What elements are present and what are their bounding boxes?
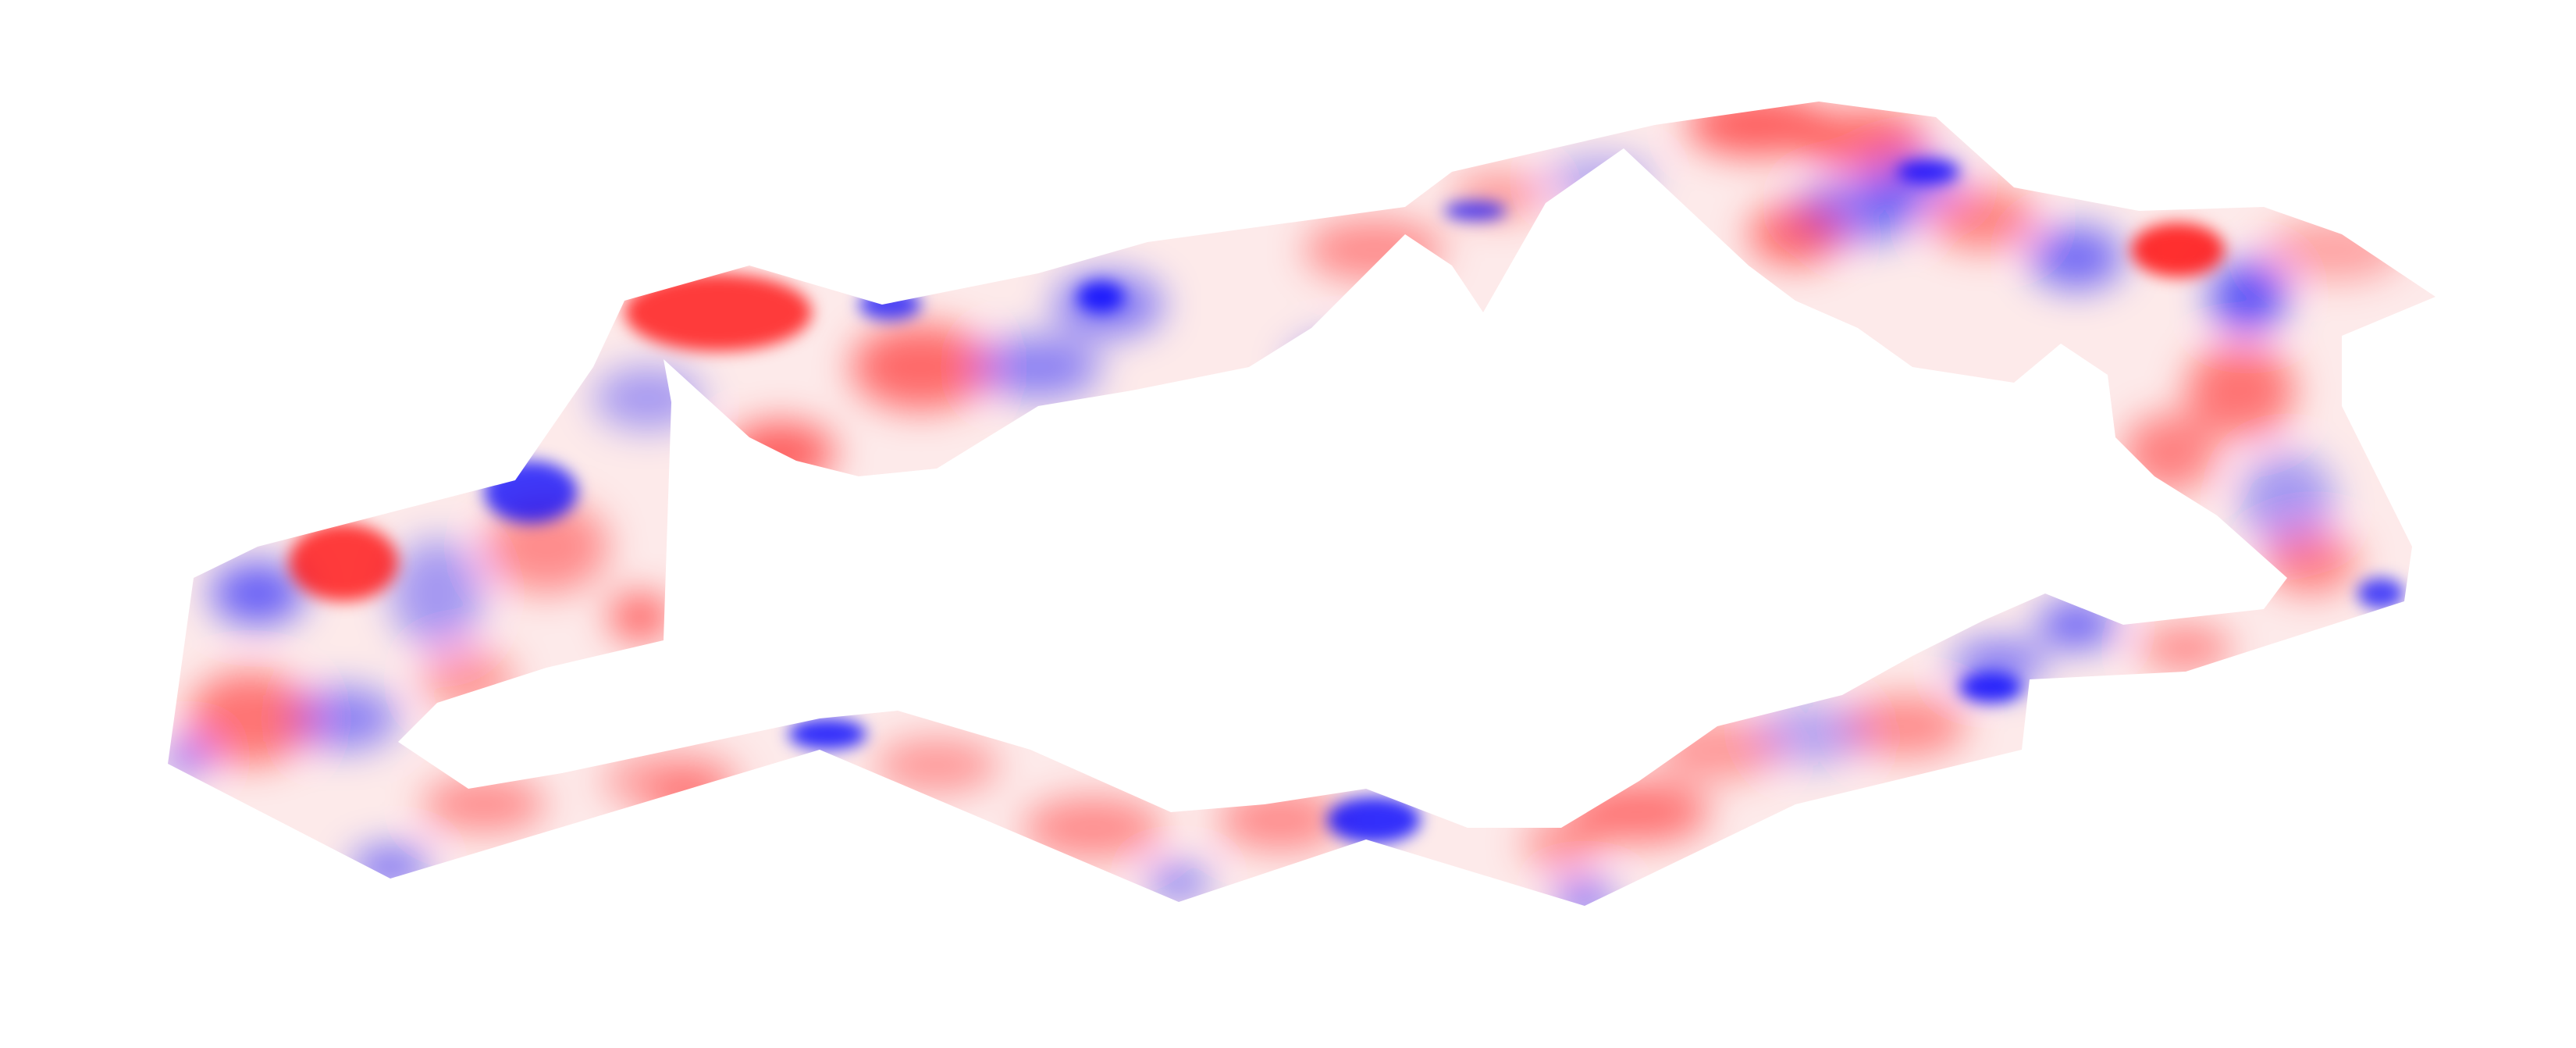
- negative-value-region: [2030, 226, 2123, 289]
- negative-value-region: [788, 718, 866, 750]
- positive-value-region: [1842, 695, 1967, 757]
- negative-value-region: [211, 562, 304, 625]
- negative-value-region: [1553, 882, 1616, 906]
- negative-value-region: [289, 687, 398, 750]
- positive-value-region: [1522, 816, 1600, 871]
- negative-value-region: [390, 539, 484, 648]
- negative-value-region: [1756, 703, 1866, 765]
- positive-value-region: [609, 594, 671, 640]
- positive-value-region: [2186, 344, 2295, 437]
- positive-value-region: [624, 273, 812, 351]
- negative-value-region: [168, 742, 211, 773]
- negative-value-region: [2357, 578, 2404, 609]
- negative-value-region: [2209, 262, 2287, 332]
- negative-value-region: [1897, 160, 1959, 184]
- surface-hot-spots: [289, 160, 2404, 843]
- positive-value-region: [2131, 223, 2225, 277]
- positive-value-region: [484, 500, 609, 594]
- negative-value-region: [1077, 281, 1124, 312]
- positive-value-region: [851, 324, 991, 410]
- positive-value-region: [289, 523, 398, 601]
- positive-value-region: [2264, 531, 2357, 594]
- negative-value-region: [1147, 867, 1210, 898]
- positive-value-region: [1928, 187, 2037, 250]
- negative-value-region: [1444, 201, 1507, 220]
- positive-value-region: [2139, 625, 2233, 672]
- positive-value-region: [1803, 109, 1928, 172]
- positive-value-region: [187, 672, 312, 765]
- negative-value-region: [2240, 453, 2334, 547]
- positive-value-region: [422, 777, 546, 832]
- positive-value-region: [1749, 203, 1842, 266]
- negative-value-region: [976, 336, 1101, 398]
- negative-value-region: [1959, 672, 2022, 703]
- positive-value-region: [1023, 797, 1163, 859]
- positive-value-region: [874, 738, 999, 793]
- negative-value-region: [1327, 797, 1421, 843]
